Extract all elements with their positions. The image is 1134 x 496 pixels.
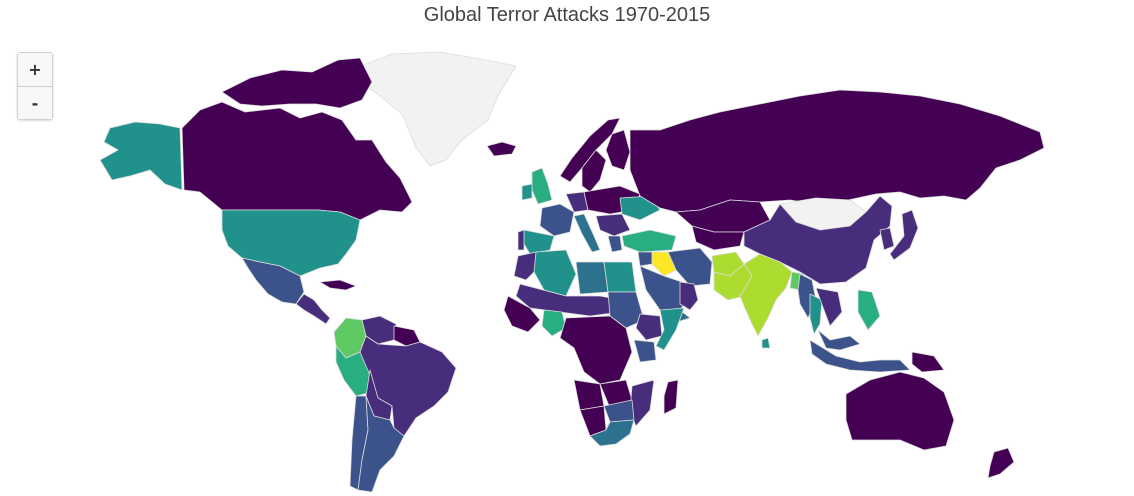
- country-oman[interactable]: [679, 281, 699, 311]
- country-turkey[interactable]: [621, 229, 677, 253]
- country-central-asia[interactable]: [691, 225, 745, 251]
- country-norway[interactable]: [559, 117, 621, 183]
- country-libya[interactable]: [575, 261, 609, 295]
- country-iceland[interactable]: [486, 141, 517, 157]
- country-india[interactable]: [739, 253, 793, 337]
- country-russia[interactable]: [629, 89, 1045, 213]
- country-korea[interactable]: [879, 227, 895, 251]
- country-angola[interactable]: [573, 379, 605, 411]
- country-philippines[interactable]: [857, 289, 881, 331]
- map-title: Global Terror Attacks 1970-2015: [423, 4, 711, 26]
- country-south-africa[interactable]: [589, 419, 635, 447]
- country-france[interactable]: [539, 203, 575, 237]
- country-canada[interactable]: [181, 101, 413, 221]
- zoom-out-button[interactable]: -: [18, 86, 52, 119]
- country-united-states[interactable]: [221, 209, 361, 277]
- country-papua-new-guinea[interactable]: [911, 351, 945, 373]
- country-balkans[interactable]: [595, 213, 631, 237]
- country-malaysia[interactable]: [817, 329, 861, 351]
- country-greece[interactable]: [607, 235, 623, 253]
- country-indochina[interactable]: [815, 287, 843, 327]
- country-new-zealand[interactable]: [987, 447, 1015, 479]
- country-alaska[interactable]: [99, 121, 183, 191]
- country-west-africa[interactable]: [503, 295, 541, 333]
- country-iran[interactable]: [667, 247, 713, 287]
- country-madagascar[interactable]: [663, 379, 679, 415]
- country-argentina[interactable]: [357, 395, 405, 493]
- country-australia[interactable]: [845, 371, 955, 451]
- country-japan[interactable]: [889, 209, 919, 261]
- country-sudan[interactable]: [607, 291, 645, 329]
- zoom-in-button[interactable]: +: [18, 53, 52, 86]
- country-sweden[interactable]: [581, 149, 607, 193]
- country-central-africa[interactable]: [559, 315, 633, 385]
- country-finland[interactable]: [605, 129, 631, 171]
- country-somalia[interactable]: [655, 307, 685, 351]
- zoom-control: + -: [17, 52, 53, 120]
- country-greenland[interactable]: [359, 51, 517, 167]
- country-caribbean[interactable]: [319, 279, 357, 291]
- country-arctic-islands[interactable]: [221, 57, 373, 109]
- country-ethiopia[interactable]: [635, 313, 663, 341]
- country-kenya[interactable]: [633, 339, 657, 363]
- country-ireland[interactable]: [521, 183, 533, 201]
- country-morocco[interactable]: [513, 251, 541, 281]
- country-syria[interactable]: [637, 251, 653, 267]
- country-nigeria[interactable]: [541, 309, 567, 337]
- country-spain[interactable]: [523, 229, 555, 255]
- country-sri-lanka[interactable]: [761, 337, 771, 349]
- country-central-america[interactable]: [295, 293, 331, 325]
- country-egypt[interactable]: [603, 261, 637, 293]
- country-united-kingdom[interactable]: [531, 167, 553, 205]
- country-sahel[interactable]: [515, 283, 623, 317]
- country-portugal[interactable]: [517, 229, 525, 251]
- country-italy[interactable]: [573, 213, 601, 253]
- country-indonesia[interactable]: [809, 339, 911, 373]
